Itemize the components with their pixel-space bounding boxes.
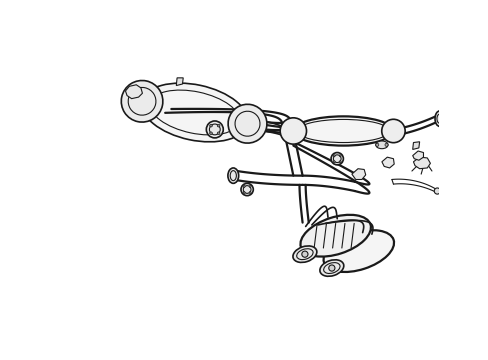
Ellipse shape bbox=[249, 192, 251, 193]
Polygon shape bbox=[381, 157, 393, 168]
Ellipse shape bbox=[333, 155, 334, 157]
Ellipse shape bbox=[241, 183, 253, 195]
Ellipse shape bbox=[227, 168, 238, 183]
Polygon shape bbox=[351, 169, 365, 180]
Ellipse shape bbox=[330, 153, 343, 165]
Polygon shape bbox=[413, 157, 429, 169]
Ellipse shape bbox=[434, 111, 444, 126]
Ellipse shape bbox=[384, 143, 387, 147]
Ellipse shape bbox=[300, 215, 370, 257]
Ellipse shape bbox=[121, 81, 163, 122]
Ellipse shape bbox=[217, 124, 220, 127]
Polygon shape bbox=[412, 151, 423, 160]
Ellipse shape bbox=[301, 251, 307, 257]
Ellipse shape bbox=[339, 161, 341, 163]
Polygon shape bbox=[412, 142, 419, 149]
Ellipse shape bbox=[339, 155, 341, 157]
Ellipse shape bbox=[333, 161, 334, 163]
Ellipse shape bbox=[249, 185, 251, 188]
Ellipse shape bbox=[381, 119, 405, 143]
Ellipse shape bbox=[292, 246, 316, 262]
Ellipse shape bbox=[323, 230, 393, 272]
Ellipse shape bbox=[209, 132, 212, 135]
Ellipse shape bbox=[217, 132, 220, 135]
Polygon shape bbox=[176, 78, 183, 86]
Ellipse shape bbox=[243, 192, 244, 193]
Ellipse shape bbox=[209, 124, 212, 127]
Ellipse shape bbox=[375, 143, 378, 147]
Polygon shape bbox=[125, 85, 142, 99]
Ellipse shape bbox=[206, 121, 223, 138]
Ellipse shape bbox=[319, 260, 343, 276]
Ellipse shape bbox=[142, 83, 247, 142]
Ellipse shape bbox=[280, 118, 306, 144]
Ellipse shape bbox=[293, 116, 393, 145]
Ellipse shape bbox=[375, 141, 387, 149]
Ellipse shape bbox=[433, 188, 440, 194]
Ellipse shape bbox=[243, 185, 244, 188]
Ellipse shape bbox=[227, 104, 266, 143]
Ellipse shape bbox=[328, 265, 334, 271]
